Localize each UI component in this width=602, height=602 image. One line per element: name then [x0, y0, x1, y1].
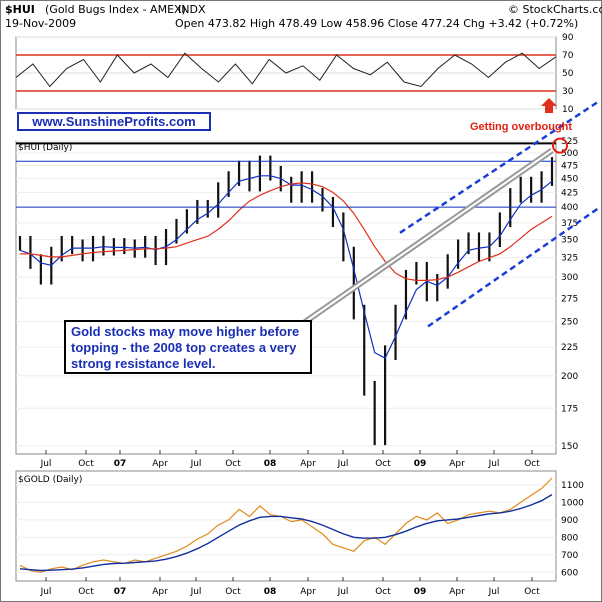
callout-pointer-inner [304, 149, 553, 323]
chart-symbol: $HUI [5, 3, 35, 16]
gold-x-tick-label: Jul [488, 587, 500, 597]
gold-price-line [19, 477, 553, 573]
price-panel-title: $HUI (Daily) [18, 143, 72, 153]
price-x-tick-label: Apr [449, 459, 465, 469]
gold-x-tick-label: Apr [152, 587, 168, 597]
gold-x-tick-label: Jul [190, 587, 202, 597]
rsi-tick-label: 30 [562, 87, 574, 97]
rsi-tick-label: 50 [562, 69, 574, 79]
chart-date: 19-Nov-2009 [5, 17, 76, 30]
price-x-tick-label: Oct [524, 459, 540, 469]
chart-source: © StockCharts.com [508, 3, 602, 16]
gold-tick-label: 800 [561, 533, 578, 543]
overbought-label: Getting overbought [470, 121, 573, 133]
gold-tick-label: 1000 [561, 498, 584, 508]
price-tick-label: 475 [561, 161, 578, 171]
ma200-line [20, 182, 553, 281]
rsi-tick-label: 10 [562, 105, 574, 115]
price-x-tick-label: Jul [488, 459, 500, 469]
gold-tick-label: 600 [561, 568, 578, 578]
gold-tick-label: 1100 [561, 481, 584, 491]
gold-x-tick-label: 08 [264, 587, 277, 597]
price-tick-label: 425 [561, 188, 578, 198]
price-tick-label: 225 [561, 343, 578, 353]
price-tick-label: 150 [561, 442, 578, 452]
gold-x-tick-label: Oct [78, 587, 94, 597]
price-x-tick-label: Jul [40, 459, 52, 469]
price-tick-label: 400 [561, 203, 578, 213]
rsi-tick-label: 70 [562, 51, 574, 61]
gold-tick-label: 700 [561, 551, 578, 561]
price-tick-label: 200 [561, 372, 578, 382]
gold-x-tick-label: Apr [300, 587, 316, 597]
price-tick-label: 500 [561, 149, 578, 159]
price-tick-label: 250 [561, 317, 578, 327]
callout-box: Gold stocks may move higher before toppi… [64, 320, 312, 374]
gold-x-tick-label: Apr [449, 587, 465, 597]
chart-ohlc: Open 473.82 High 478.49 Low 458.96 Close… [175, 17, 578, 30]
price-panel [15, 140, 557, 455]
channel-lower-line [427, 206, 601, 328]
gold-x-tick-label: Jul [40, 587, 52, 597]
rsi-line [15, 52, 557, 88]
target-circle-icon [552, 137, 568, 154]
price-tick-label: 325 [561, 254, 578, 264]
ma50-line [19, 175, 553, 360]
chart-index-name: (Gold Bugs Index - AMEX) [45, 3, 186, 16]
price-x-tick-label: Oct [78, 459, 94, 469]
gold-x-tick-label: Jul [337, 587, 349, 597]
price-tick-label: 450 [561, 174, 578, 184]
price-x-tick-label: Jul [337, 459, 349, 469]
price-tick-label: 525 [561, 137, 578, 147]
price-x-tick-label: Oct [375, 459, 391, 469]
gold-panel [15, 470, 557, 582]
price-tick-label: 300 [561, 273, 578, 283]
price-tick-label: 350 [561, 236, 578, 246]
price-x-tick-label: 08 [264, 459, 277, 469]
rsi-tick-label: 90 [562, 33, 574, 43]
price-tick-label: 275 [561, 294, 578, 304]
gold-x-tick-label: Oct [225, 587, 241, 597]
price-x-tick-label: 09 [414, 459, 427, 469]
price-tick-label: 175 [561, 404, 578, 414]
gold-x-tick-label: Oct [375, 587, 391, 597]
overbought-arrow-icon [541, 98, 557, 113]
website-label: www.SunshineProfits.com [17, 112, 211, 131]
gold-ma-line [19, 493, 553, 572]
gold-x-tick-label: 07 [114, 587, 127, 597]
price-x-tick-label: 07 [114, 459, 127, 469]
price-x-tick-label: Apr [152, 459, 168, 469]
gold-tick-label: 900 [561, 516, 578, 526]
gold-panel-title: $GOLD (Daily) [18, 475, 82, 485]
price-x-tick-label: Oct [225, 459, 241, 469]
price-x-tick-label: Jul [190, 459, 202, 469]
price-tick-label: 375 [561, 219, 578, 229]
gold-x-tick-label: 09 [414, 587, 427, 597]
gold-x-tick-label: Oct [524, 587, 540, 597]
price-x-tick-label: Apr [300, 459, 316, 469]
chart-exchange: INDX [178, 3, 206, 16]
